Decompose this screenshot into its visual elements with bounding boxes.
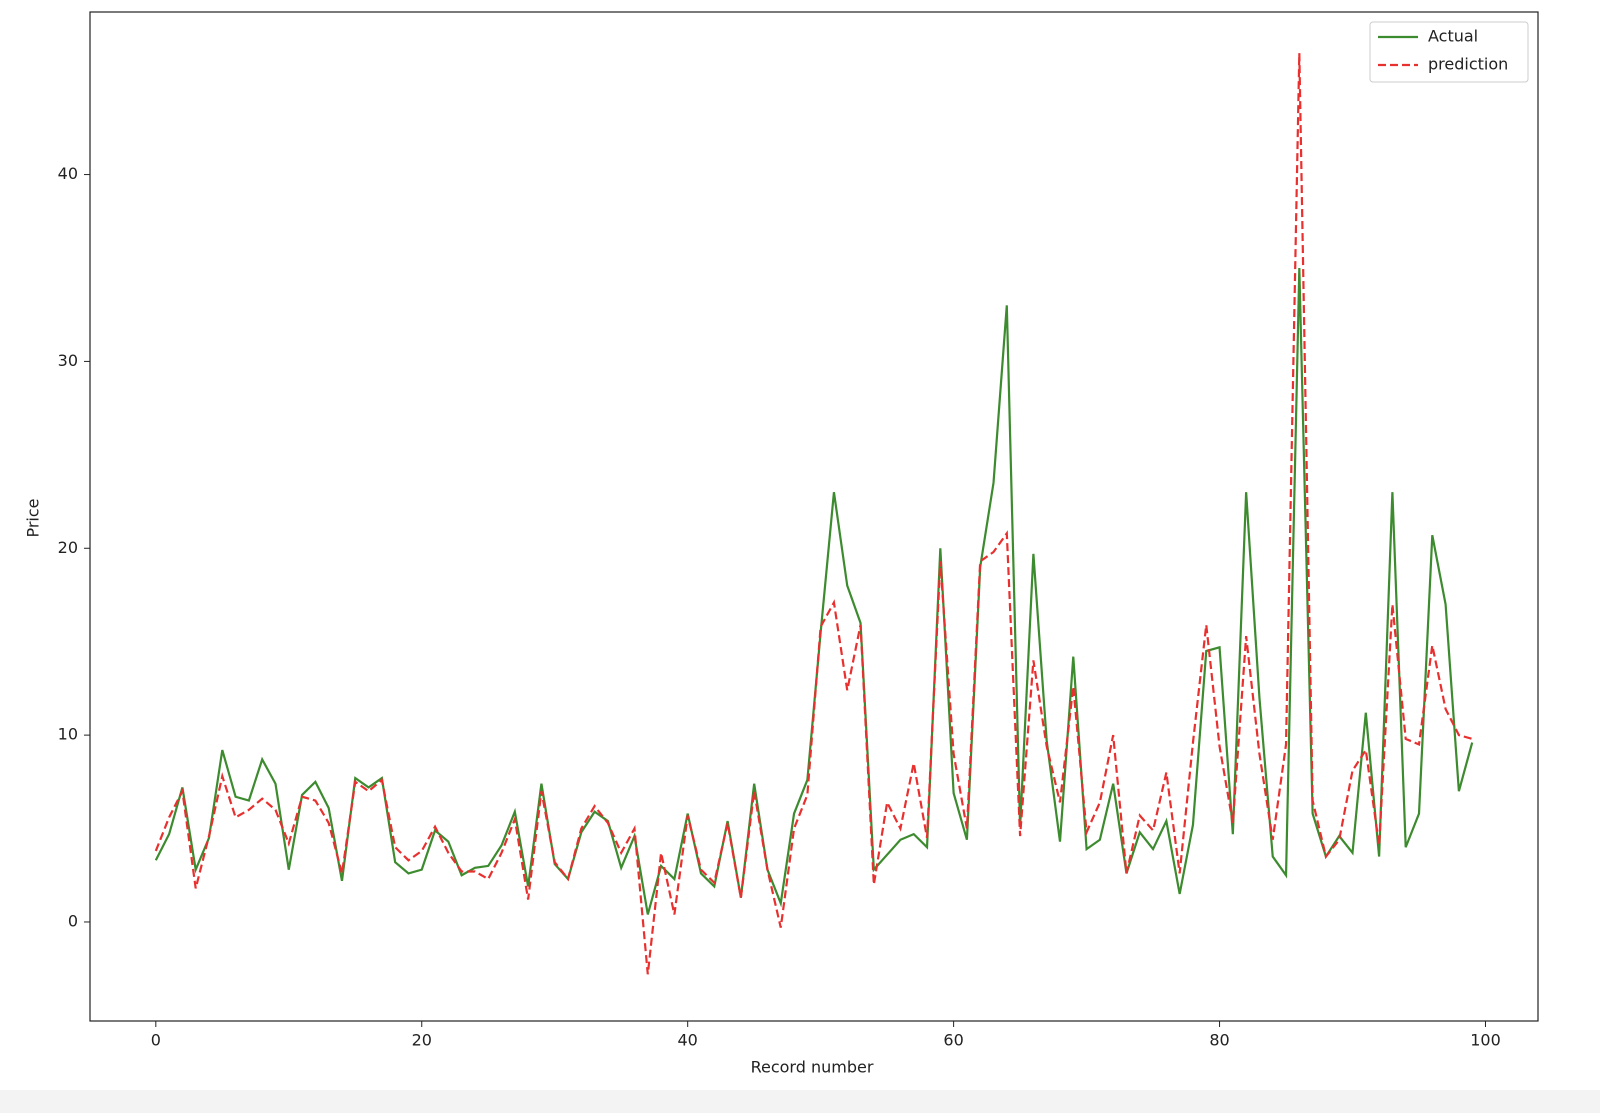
x-tick-label: 40 (678, 1031, 698, 1050)
plot-frame (89, 11, 1539, 1022)
y-tick-label: 30 (58, 351, 78, 370)
bottom-strip (0, 1090, 1600, 1113)
y-tick-label: 20 (58, 538, 78, 557)
y-axis-label: Price (24, 498, 43, 537)
legend-label: prediction (1428, 55, 1508, 74)
y-tick-label: 0 (68, 911, 78, 930)
x-tick-label: 20 (412, 1031, 432, 1050)
x-tick-label: 60 (943, 1031, 963, 1050)
y-tick-label: 10 (58, 725, 78, 744)
x-tick-label: 100 (1470, 1031, 1501, 1050)
x-axis-label: Record number (751, 1058, 874, 1077)
series-line (154, 53, 1473, 975)
y-tick-label: 40 (58, 164, 78, 183)
x-tick-label: 80 (1209, 1031, 1229, 1050)
legend-label: Actual (1428, 27, 1478, 46)
x-tick-label: 0 (151, 1031, 161, 1050)
